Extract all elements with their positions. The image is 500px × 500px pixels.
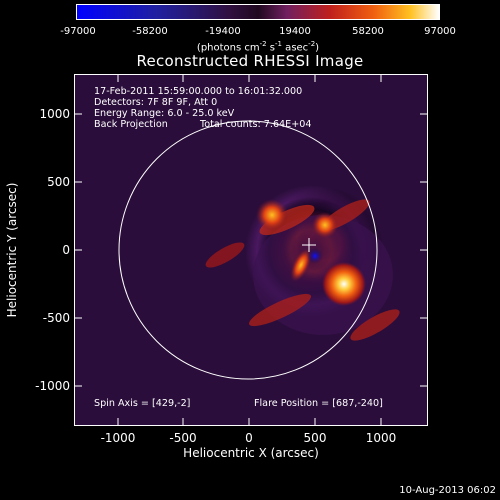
x-tick-label: -1000	[100, 431, 136, 445]
spin-axis-text: Spin Axis = [429,-2]	[94, 398, 191, 409]
colorbar-tick-label: -58200	[132, 26, 168, 37]
observation-info: 17-Feb-2011 15:59:00.000 to 16:01:32.000	[94, 86, 302, 97]
y-tick-label: 0	[62, 243, 70, 257]
secondary-source	[312, 212, 338, 238]
time-range-text: 17-Feb-2011 15:59:00.000 to 16:01:32.000	[94, 86, 303, 97]
rhessi-back-projection-image	[75, 75, 427, 425]
spin-axis-marker	[302, 238, 316, 252]
solar-limb-circle	[118, 120, 378, 380]
colorbar-tick-label: -97000	[60, 26, 96, 37]
colorbar-tick-label: 97000	[424, 26, 456, 37]
x-axis-title: Heliocentric X (arcsec)	[183, 446, 319, 460]
image-title: Reconstructed RHESSI Image	[136, 52, 364, 70]
energy-range-text: Energy Range: 6.0 - 25.0 keV	[94, 108, 235, 119]
flare-source	[322, 262, 366, 306]
x-tick-label: -500	[169, 431, 197, 445]
secondary-source	[256, 199, 288, 231]
y-tick-label: 1000	[39, 107, 70, 121]
y-tick-label: -1000	[35, 379, 70, 393]
flare-position-text: Flare Position = [687,-240]	[254, 398, 383, 409]
total-counts-text: Total counts: 7.64E+04	[200, 119, 312, 130]
colorbar	[76, 4, 440, 20]
x-tick-label: 500	[303, 431, 327, 445]
colorbar-tick-label: -19400	[205, 26, 241, 37]
detectors-text: Detectors: 7F 8F 9F, Att 0	[94, 97, 218, 108]
x-tick-label: 1000	[365, 431, 397, 445]
colorbar-tick-label: 58200	[352, 26, 384, 37]
colorbar-unit-label: (photons cm-2 s-1 asec-2)	[196, 40, 320, 54]
x-tick-label: 0	[245, 431, 253, 445]
colorbar-tick-label: 19400	[279, 26, 311, 37]
secondary-source	[290, 248, 312, 282]
generated-timestamp: 10-Aug-2013 06:02	[399, 485, 496, 496]
y-axis-title: Heliocentric Y (arcsec)	[5, 182, 19, 318]
y-tick-label: -500	[42, 311, 70, 325]
y-tick-label: 500	[47, 175, 70, 189]
negative-source	[307, 248, 323, 264]
method-text: Back Projection	[94, 119, 168, 130]
